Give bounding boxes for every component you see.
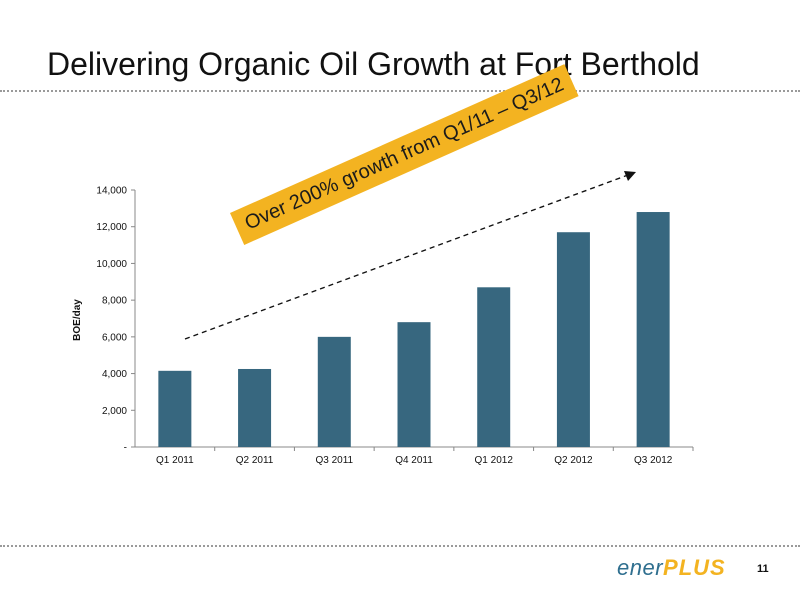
slide-title: Delivering Organic Oil Growth at Fort Be… [47,46,700,82]
bar [317,336,351,447]
x-tick-label: Q4 2011 [395,455,433,466]
x-tick-label: Q2 2012 [554,455,593,466]
bar [556,232,590,447]
trend-arrow-line [184,174,629,340]
bar [397,322,431,447]
page-number: 11 [757,563,769,575]
y-axis-label: BOE/day [72,299,83,341]
enerplus-logo: enerPLUS [617,555,726,581]
logo-ener: ener [617,555,664,580]
x-tick-label: Q3 2011 [315,455,353,466]
bar [477,287,511,447]
x-tick-label: Q3 2012 [634,455,673,466]
x-tick-label: Q1 2012 [475,455,514,466]
trend-arrow-head [624,171,636,181]
bar [158,370,192,447]
y-tick-label: 2,000 [102,406,127,417]
y-tick-label: 14,000 [96,186,127,197]
y-tick-label: 4,000 [102,369,127,380]
bar [636,212,670,447]
logo-plus: PLUS [663,555,726,580]
y-tick-label: - [124,443,127,454]
y-tick-label: 12,000 [96,222,127,233]
y-tick-label: 10,000 [96,259,127,270]
x-tick-label: Q2 2011 [236,455,274,466]
bar-chart: BOE/day - 2,000 4,000 6,000 8,000 10,000 12,00… [72,171,694,466]
bar [238,368,272,447]
title-divider [0,90,800,92]
footer-divider [0,545,800,547]
y-tick-label: 6,000 [102,332,127,343]
y-tick-label: 8,000 [102,296,127,307]
x-tick-label: Q1 2011 [156,455,194,466]
